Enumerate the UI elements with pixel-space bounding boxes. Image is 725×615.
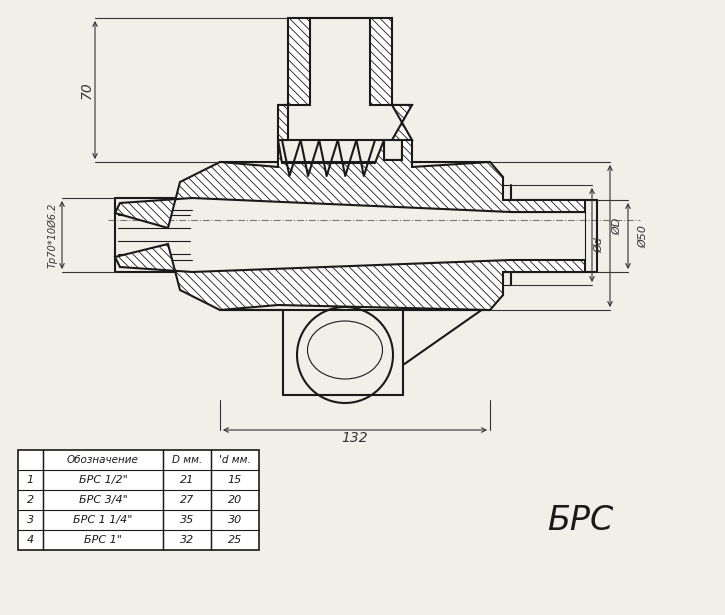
Text: Ø50: Ø50 <box>638 224 648 247</box>
Polygon shape <box>370 18 392 105</box>
Text: D мм.: D мм. <box>172 455 202 465</box>
Text: БРС 1/2": БРС 1/2" <box>78 475 128 485</box>
Text: Тр70*10Ø6.2: Тр70*10Ø6.2 <box>47 202 57 268</box>
Text: ØD: ØD <box>612 217 622 235</box>
Polygon shape <box>288 18 310 105</box>
Text: 3: 3 <box>27 515 34 525</box>
Polygon shape <box>392 105 412 140</box>
Text: 27: 27 <box>180 495 194 505</box>
Text: 4: 4 <box>27 535 34 545</box>
Text: Обозначение: Обозначение <box>67 455 139 465</box>
Text: 32: 32 <box>180 535 194 545</box>
Text: БРС: БРС <box>547 504 613 536</box>
Polygon shape <box>278 105 288 140</box>
Text: 70: 70 <box>80 81 94 99</box>
Text: 2: 2 <box>27 495 34 505</box>
Text: БРС 3/4": БРС 3/4" <box>78 495 128 505</box>
Text: БРС 1 1/4": БРС 1 1/4" <box>73 515 133 525</box>
Text: 20: 20 <box>228 495 242 505</box>
Text: 15: 15 <box>228 475 242 485</box>
Text: 30: 30 <box>228 515 242 525</box>
Text: Ød: Ød <box>594 237 604 253</box>
Text: 132: 132 <box>341 431 368 445</box>
Text: БРС 1": БРС 1" <box>84 535 122 545</box>
Bar <box>18 450 259 550</box>
Text: 21: 21 <box>180 475 194 485</box>
Text: 25: 25 <box>228 535 242 545</box>
Text: 'd мм.: 'd мм. <box>219 455 251 465</box>
Text: 1: 1 <box>27 475 34 485</box>
Text: 35: 35 <box>180 515 194 525</box>
Polygon shape <box>115 244 585 310</box>
Polygon shape <box>115 140 585 228</box>
